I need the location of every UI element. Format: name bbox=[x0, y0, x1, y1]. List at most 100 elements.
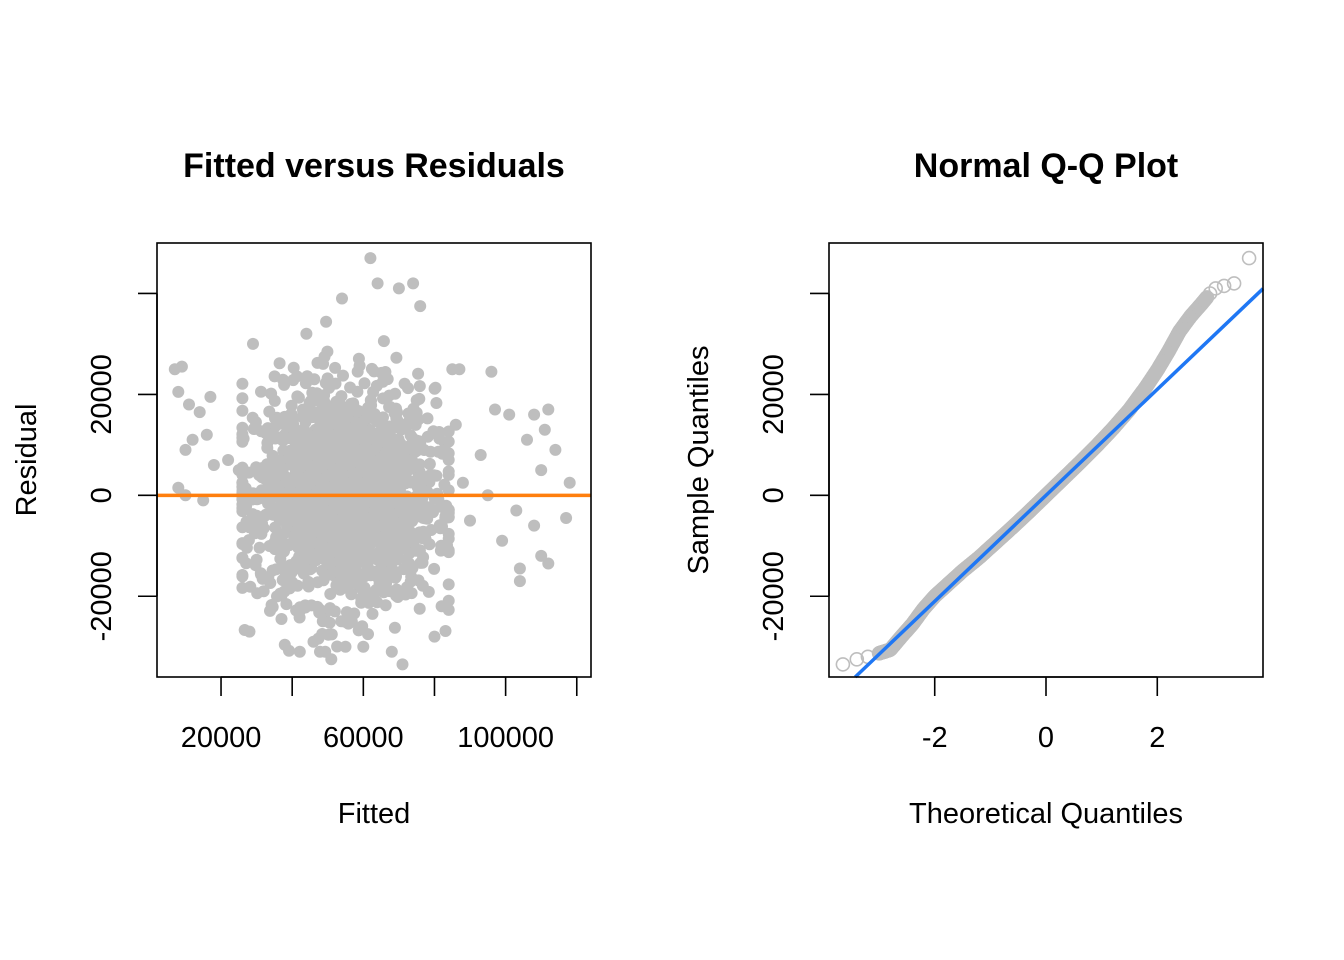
residual-point bbox=[236, 551, 249, 564]
residual-point bbox=[298, 423, 310, 436]
residual-point bbox=[261, 458, 274, 471]
qq-point bbox=[1208, 281, 1223, 296]
residual-point bbox=[367, 588, 380, 601]
residual-point bbox=[313, 441, 325, 454]
residual-point bbox=[421, 412, 434, 425]
residual-point bbox=[390, 351, 403, 364]
residual-point bbox=[292, 391, 305, 404]
residual-point bbox=[340, 447, 353, 460]
residual-point bbox=[275, 613, 288, 625]
residual-point bbox=[331, 473, 344, 486]
residual-point bbox=[316, 615, 329, 628]
qq-point bbox=[1241, 250, 1257, 266]
residual-point bbox=[285, 399, 298, 412]
residual-point bbox=[413, 602, 426, 615]
residual-point bbox=[442, 532, 455, 545]
residual-point bbox=[305, 599, 318, 612]
residual-point bbox=[390, 589, 403, 602]
residual-y-axis-label: Residual bbox=[11, 404, 43, 517]
residual-point bbox=[345, 548, 358, 561]
residual-point bbox=[513, 562, 526, 575]
residual-point bbox=[365, 399, 378, 412]
residual-point bbox=[270, 419, 282, 432]
residual-point bbox=[193, 406, 206, 419]
residual-point bbox=[379, 447, 392, 460]
residual-point bbox=[294, 442, 307, 455]
residual-point bbox=[449, 418, 462, 431]
residual-point bbox=[374, 428, 386, 441]
qq-point bbox=[1226, 276, 1242, 291]
residual-point bbox=[363, 477, 376, 490]
residual-point bbox=[321, 546, 334, 559]
x-tick-label: 2 bbox=[1149, 722, 1165, 754]
residual-point bbox=[290, 559, 303, 572]
residual-point bbox=[368, 365, 380, 378]
residual-point bbox=[232, 464, 245, 477]
residual-point bbox=[317, 394, 330, 407]
residual-point bbox=[250, 461, 263, 474]
residual-points bbox=[168, 252, 576, 671]
residual-point bbox=[338, 581, 350, 594]
residual-point bbox=[549, 443, 562, 456]
residual-point bbox=[246, 411, 259, 424]
residual-point bbox=[197, 494, 210, 507]
residual-point bbox=[324, 588, 337, 600]
residual-point bbox=[179, 443, 192, 456]
residual-point bbox=[400, 553, 413, 566]
residual-point bbox=[413, 392, 426, 405]
qq-x-axis-label: Theoretical Quantiles bbox=[909, 798, 1183, 830]
residual-point bbox=[222, 454, 235, 466]
residual-point bbox=[401, 581, 413, 594]
residual-point bbox=[464, 514, 476, 527]
residual-point bbox=[335, 570, 348, 583]
qq-point bbox=[835, 657, 851, 672]
residual-point bbox=[489, 403, 501, 416]
residual-point bbox=[286, 421, 299, 434]
residual-point bbox=[282, 498, 295, 511]
residual-point bbox=[273, 357, 286, 370]
residual-point bbox=[283, 644, 295, 657]
residual-point bbox=[435, 600, 448, 613]
residual-point bbox=[339, 409, 352, 422]
residual-point bbox=[407, 277, 420, 290]
residual-point bbox=[358, 452, 370, 464]
x-tick-label: 0 bbox=[1038, 722, 1054, 754]
residual-point bbox=[409, 505, 422, 518]
residual-point bbox=[236, 431, 249, 444]
residual-point bbox=[320, 469, 333, 482]
residual-point bbox=[412, 471, 425, 484]
residual-point bbox=[262, 571, 275, 583]
residual-point bbox=[300, 506, 313, 519]
residual-point bbox=[364, 569, 377, 582]
residual-x-axis-label: Fitted bbox=[338, 798, 411, 830]
residual-point bbox=[474, 449, 487, 461]
x-tick-label: -2 bbox=[922, 722, 948, 754]
residual-point bbox=[528, 519, 541, 532]
residual-point bbox=[335, 557, 348, 570]
residual-point bbox=[207, 459, 220, 471]
residual-point bbox=[266, 601, 279, 613]
residual-point bbox=[442, 578, 455, 591]
residual-point bbox=[294, 603, 307, 616]
residual-point bbox=[336, 292, 348, 305]
residual-point bbox=[317, 357, 330, 370]
residual-point bbox=[275, 463, 288, 476]
residual-point bbox=[302, 544, 315, 557]
residual-point bbox=[325, 505, 338, 518]
residual-point bbox=[428, 382, 441, 395]
residual-point bbox=[424, 445, 437, 458]
residual-point bbox=[186, 433, 199, 446]
residual-point bbox=[359, 434, 372, 447]
residual-y-axis: -20000 0 20000 bbox=[86, 292, 158, 641]
residual-point bbox=[399, 521, 412, 534]
residual-point bbox=[355, 592, 368, 605]
residual-point bbox=[388, 621, 401, 634]
y-tick-label: 0 bbox=[86, 487, 118, 503]
qq-plot-title: Normal Q-Q Plot bbox=[914, 147, 1178, 185]
qq-point bbox=[849, 651, 865, 667]
residual-point bbox=[538, 423, 551, 436]
residual-point bbox=[391, 553, 404, 566]
residual-point bbox=[299, 377, 312, 390]
residual-point bbox=[563, 476, 576, 489]
